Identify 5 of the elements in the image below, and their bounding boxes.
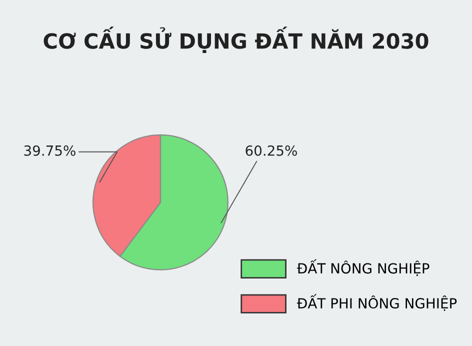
data-label: 39.75%	[24, 145, 76, 156]
legend-label: ĐẤT PHI NÔNG NGHIỆP	[296, 294, 457, 311]
data-label: 60.25%	[246, 145, 297, 156]
chart-title: CƠ CẤU SỬ DỤNG ĐẤT NĂM 2030	[44, 26, 428, 53]
legend-label: ĐẤT NÔNG NGHIỆP	[296, 259, 430, 276]
